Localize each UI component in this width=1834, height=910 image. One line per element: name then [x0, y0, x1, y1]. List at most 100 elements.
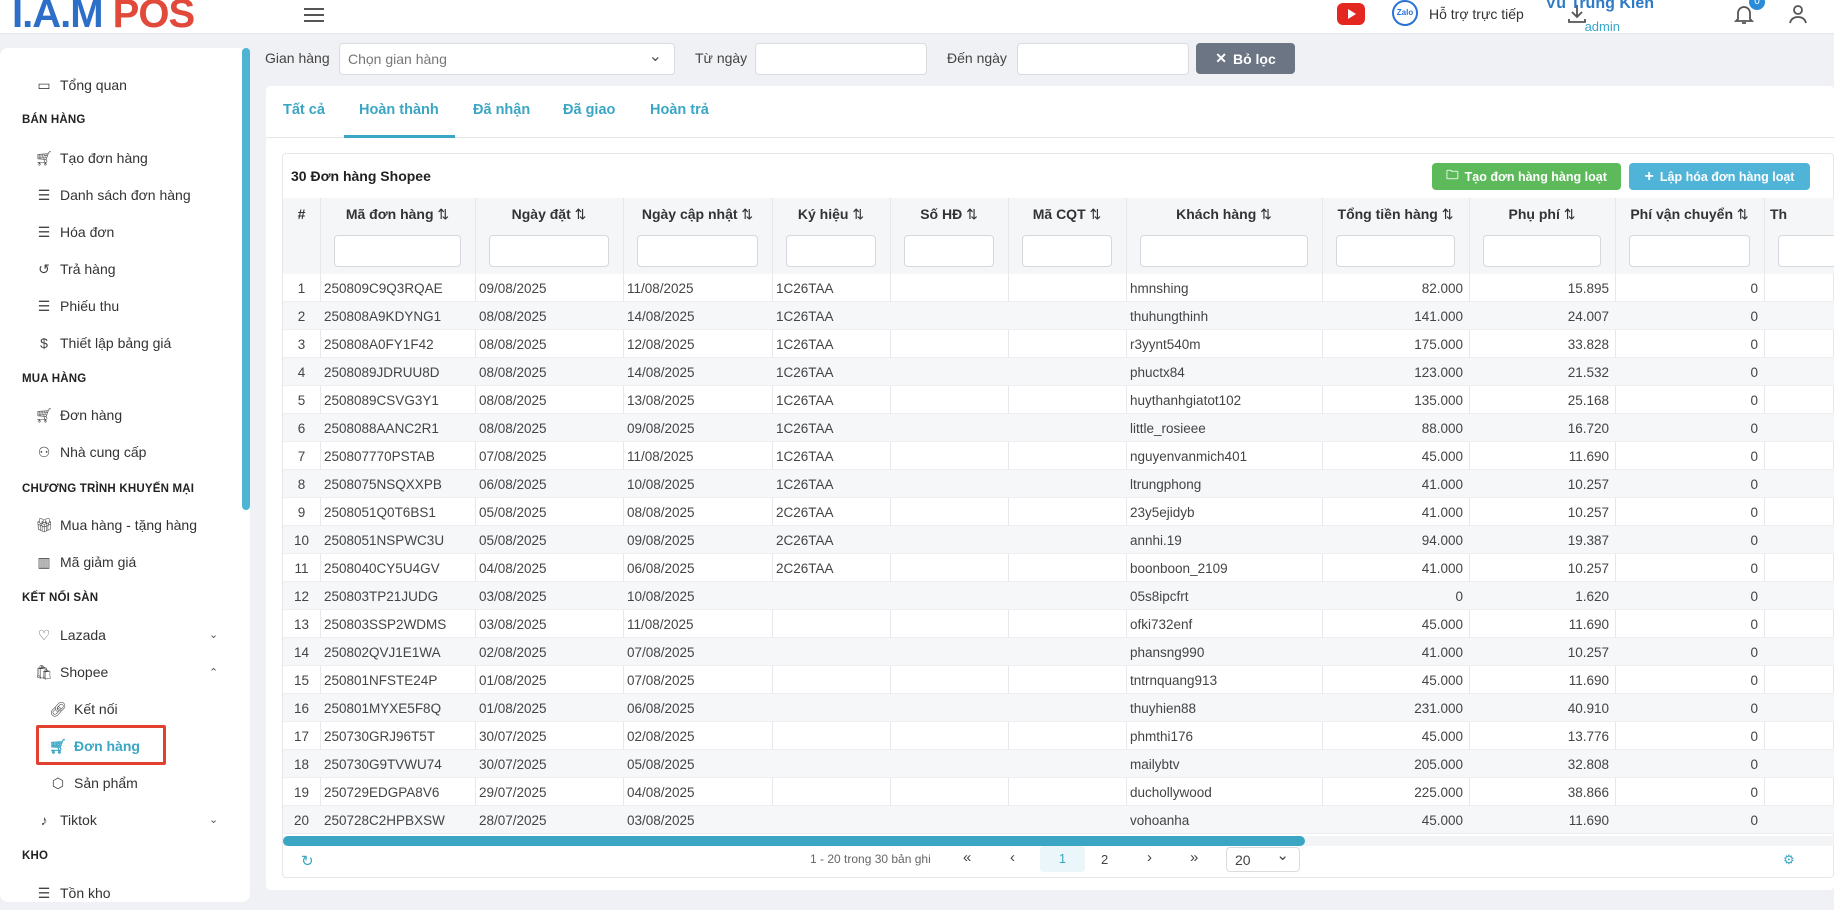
sidebar-item-invoice[interactable]: ☰ Hóa đơn [36, 222, 115, 242]
column-filter-input[interactable] [1629, 235, 1750, 267]
sort-icon[interactable]: ⇅ [433, 206, 450, 222]
to-date-input[interactable] [1017, 43, 1189, 75]
next-page-button[interactable]: › [1147, 849, 1152, 866]
sidebar-item-buy-gift[interactable]: 🎁︎ Mua hàng - tặng hàng [35, 515, 197, 535]
column-header[interactable]: Phí vận chuyển ⇅ [1615, 206, 1764, 223]
column-filter-input[interactable] [1022, 235, 1112, 267]
sidebar-item-stock[interactable]: ☰ Tồn kho [36, 883, 111, 903]
sidebar-scrollbar[interactable] [242, 48, 250, 510]
sort-icon[interactable]: ⇅ [1437, 206, 1454, 222]
tab-completed[interactable]: Hoàn thành [359, 102, 439, 118]
column-filter-input[interactable] [1778, 235, 1834, 267]
column-header[interactable]: Mã đơn hàng ⇅ [320, 206, 475, 223]
settings-icon[interactable]: ⚙ [1783, 852, 1795, 867]
sidebar-item-returns[interactable]: ↺ Trả hàng [36, 259, 115, 279]
table-row[interactable]: 15 250801NFSTE24P 01/08/2025 07/08/2025 tntr… [283, 666, 1834, 694]
column-filter-input[interactable] [1140, 235, 1308, 267]
from-date-input[interactable] [755, 43, 927, 75]
page-button-current[interactable]: 1 [1040, 846, 1085, 872]
column-header[interactable]: Khách hàng ⇅ [1126, 206, 1322, 223]
sidebar-item-purchase-order[interactable]: 🛒︎ Đơn hàng [35, 405, 122, 425]
horizontal-scrollbar[interactable] [283, 836, 1305, 846]
column-header[interactable]: # [283, 206, 320, 222]
table-row[interactable]: 9 2508051Q0T6BS1 05/08/2025 08/08/2025 2C26T… [283, 498, 1834, 526]
table-row[interactable]: 20 250728C2HPBXSW 28/07/2025 03/08/2025 voho… [283, 806, 1834, 834]
prev-page-button[interactable]: ‹ [1010, 849, 1015, 866]
tab-delivered[interactable]: Đã giao [563, 102, 616, 118]
table-row[interactable]: 12 250803TP21JUDG 03/08/2025 10/08/2025 05s8… [283, 582, 1834, 610]
table-row[interactable]: 8 2508075NSQXXPB 06/08/2025 10/08/2025 1C26T… [283, 470, 1834, 498]
sort-icon[interactable]: ⇅ [962, 206, 978, 222]
first-page-button[interactable]: « [963, 849, 972, 866]
sidebar-item-create-order[interactable]: 🛒︎ Tạo đơn hàng [35, 148, 148, 168]
sidebar-item-order-list[interactable]: ☰ Danh sách đơn hàng [36, 185, 191, 205]
bulk-create-order-button[interactable]: 🗀 Tạo đơn hàng hàng loạt [1432, 163, 1621, 190]
sidebar-item-shopee[interactable]: 🛍︎ Shopee [35, 662, 108, 682]
sort-icon[interactable]: ⇅ [1559, 206, 1576, 222]
table-row[interactable]: 17 250730GRJ96T5T 30/07/2025 02/08/2025 phmt… [283, 722, 1834, 750]
column-filter-input[interactable] [904, 235, 994, 267]
zalo-icon[interactable]: Zalo [1392, 0, 1418, 26]
chevron-down-icon[interactable]: ⌄ [209, 629, 219, 641]
refresh-icon[interactable]: ↻ [301, 853, 314, 870]
sort-icon[interactable]: ⇅ [1085, 206, 1102, 222]
sidebar-item-shopee-connect[interactable]: 🔗︎ Kết nối [49, 699, 117, 719]
table-row[interactable]: 16 250801MYXE5F8Q 01/08/2025 06/08/2025 thuy… [283, 694, 1834, 722]
youtube-icon[interactable] [1337, 3, 1365, 25]
chevron-up-icon[interactable]: ⌃ [209, 667, 219, 679]
table-row[interactable]: 7 250807770PSTAB 07/08/2025 11/08/2025 1C26T… [283, 442, 1834, 470]
table-row[interactable]: 18 250730G9TVWU74 30/07/2025 05/08/2025 mail… [283, 750, 1834, 778]
sidebar-item-receipt[interactable]: ☰ Phiếu thu [36, 296, 119, 316]
column-filter-input[interactable] [786, 235, 876, 267]
sidebar-item-lazada[interactable]: ♡ Lazada [36, 625, 106, 645]
column-filter-input[interactable] [637, 235, 758, 267]
table-row[interactable]: 5 2508089CSVG3Y1 08/08/2025 13/08/2025 1C26T… [283, 386, 1834, 414]
sort-icon[interactable]: ⇅ [848, 206, 865, 222]
bulk-invoice-button[interactable]: + Lập hóa đơn hàng loạt [1629, 163, 1810, 190]
table-row[interactable]: 13 250803SSP2WDMS 03/08/2025 11/08/2025 ofki… [283, 610, 1834, 638]
column-header[interactable]: Phụ phí ⇅ [1469, 206, 1615, 223]
table-row[interactable]: 19 250729EDGPA8V6 29/07/2025 04/08/2025 duch… [283, 778, 1834, 806]
column-filter-input[interactable] [1483, 235, 1601, 267]
table-row[interactable]: 14 250802QVJ1E1WA 02/08/2025 07/08/2025 phan… [283, 638, 1834, 666]
table-row[interactable]: 10 2508051NSPWC3U 05/08/2025 09/08/2025 2C26… [283, 526, 1834, 554]
logo[interactable]: I.A.M POS [12, 0, 195, 37]
menu-toggle-icon[interactable] [302, 4, 326, 26]
chevron-down-icon[interactable]: ⌄ [209, 814, 219, 826]
tab-returned[interactable]: Hoàn trả [650, 102, 709, 118]
support-link[interactable]: Hỗ trợ trực tiếp [1429, 6, 1524, 22]
tab-received[interactable]: Đã nhận [473, 102, 531, 118]
sidebar-item-supplier[interactable]: ⚇ Nhà cung cấp [36, 442, 147, 462]
sort-icon[interactable]: ⇅ [570, 206, 587, 222]
sidebar-item-shopee-orders[interactable]: 🛒︎ Đơn hàng [49, 736, 140, 756]
sidebar-item-overview[interactable]: ▭ Tổng quan [36, 75, 127, 95]
tab-all[interactable]: Tất cả [283, 102, 325, 118]
sidebar-item-shopee-products[interactable]: ⬡ Sản phẩm [50, 773, 138, 793]
sidebar-item-coupon[interactable]: ▥ Mã giảm giá [36, 552, 136, 572]
table-row[interactable]: 2 250808A9KDYNG1 08/08/2025 14/08/2025 1C26T… [283, 302, 1834, 330]
column-filter-input[interactable] [489, 235, 609, 267]
sidebar-item-tiktok[interactable]: ♪ Tiktok [36, 810, 97, 830]
table-row[interactable]: 11 2508040CY5U4GV 04/08/2025 06/08/2025 2C26… [283, 554, 1834, 582]
column-header[interactable]: Th [1764, 206, 1834, 222]
column-filter-input[interactable] [334, 235, 461, 267]
sidebar-item-pricing[interactable]: $ Thiết lập bảng giá [36, 333, 171, 353]
page-button[interactable]: 2 [1101, 852, 1109, 867]
user-icon[interactable] [1786, 2, 1810, 26]
table-row[interactable]: 6 2508088AANC2R1 08/08/2025 09/08/2025 1C26T… [283, 414, 1834, 442]
table-row[interactable]: 3 250808A0FY1F42 08/08/2025 12/08/2025 1C26T… [283, 330, 1834, 358]
sort-icon[interactable]: ⇅ [1733, 206, 1749, 222]
column-header[interactable]: Ngày đặt ⇅ [475, 206, 623, 223]
last-page-button[interactable]: » [1190, 849, 1199, 866]
sort-icon[interactable]: ⇅ [1256, 206, 1272, 222]
column-header[interactable]: Ký hiệu ⇅ [772, 206, 890, 223]
column-header[interactable]: Ngày cập nhật ⇅ [623, 206, 772, 223]
page-size-select[interactable]: 20 ⌄ [1226, 847, 1300, 872]
store-select[interactable]: Chọn gian hàng ⌄ [339, 43, 675, 75]
bell-icon[interactable] [1732, 2, 1756, 26]
table-row[interactable]: 4 2508089JDRUU8D 08/08/2025 14/08/2025 1C26T… [283, 358, 1834, 386]
column-header[interactable]: Số HĐ ⇅ [890, 206, 1008, 223]
column-header[interactable]: Mã CQT ⇅ [1008, 206, 1126, 223]
column-filter-input[interactable] [1336, 235, 1455, 267]
table-row[interactable]: 1 250809C9Q3RQAE 09/08/2025 11/08/2025 1C26T… [283, 274, 1834, 302]
